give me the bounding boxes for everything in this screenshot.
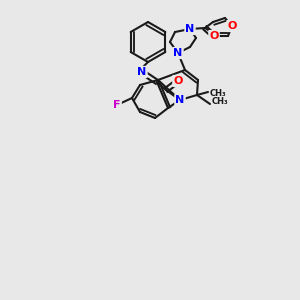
Text: N: N [176,95,184,105]
Text: O: O [209,31,219,41]
Text: CH₃: CH₃ [212,98,229,106]
Text: F: F [113,100,121,110]
Text: O: O [173,76,183,86]
Text: CH₃: CH₃ [210,89,226,98]
Text: N: N [137,67,147,77]
Text: N: N [173,48,183,58]
Text: N: N [185,24,195,34]
Text: O: O [227,21,237,31]
